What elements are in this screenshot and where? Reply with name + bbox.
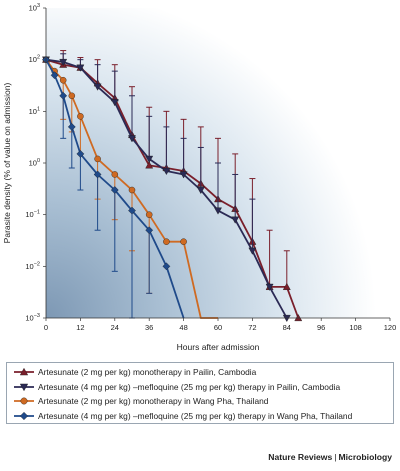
data-point bbox=[128, 186, 136, 194]
data-point bbox=[93, 83, 102, 91]
legend-marker bbox=[19, 368, 29, 376]
data-point bbox=[265, 283, 274, 291]
x-tick-label: 60 bbox=[214, 323, 222, 332]
publisher-name: Nature Reviews bbox=[268, 452, 333, 462]
y-axis-ticks: 103 102 101 100 10−1 10−2 10−3 bbox=[25, 3, 46, 323]
source-separator: | bbox=[334, 452, 337, 462]
data-point bbox=[59, 91, 68, 100]
y-tick-label: 102 bbox=[29, 55, 40, 65]
series-2 bbox=[42, 53, 291, 323]
chart: Parasite density (% of value on admissio… bbox=[2, 3, 396, 352]
y-tick-label: 10−3 bbox=[25, 313, 40, 323]
data-point bbox=[67, 123, 76, 131]
y-tick-label: 10−2 bbox=[25, 261, 40, 271]
series-line bbox=[45, 58, 300, 319]
y-tick-label: 101 bbox=[29, 106, 40, 116]
y-tick-label: 103 bbox=[29, 3, 40, 13]
legend-swatch bbox=[14, 397, 34, 405]
data-point bbox=[128, 135, 136, 143]
data-point bbox=[94, 155, 101, 163]
legend-swatch bbox=[14, 383, 34, 391]
x-tick-label: 0 bbox=[44, 323, 48, 332]
x-tick-label: 120 bbox=[384, 323, 397, 332]
y-tick-label: 10−1 bbox=[25, 210, 40, 220]
data-point bbox=[77, 113, 84, 120]
data-point bbox=[163, 238, 170, 245]
legend-swatch bbox=[14, 411, 34, 420]
data-point bbox=[128, 206, 136, 215]
y-tick-label: 100 bbox=[29, 158, 40, 168]
series-layer bbox=[42, 50, 303, 323]
x-tick-label: 24 bbox=[111, 323, 119, 332]
data-point bbox=[231, 216, 240, 224]
data-point bbox=[180, 238, 187, 245]
legend-marker bbox=[19, 411, 29, 420]
series-4 bbox=[42, 55, 185, 319]
x-tick-label: 96 bbox=[317, 323, 325, 332]
journal-name: Microbiology bbox=[338, 452, 392, 462]
legend-label: Artesunate (2 mg per kg) monotherapy in … bbox=[38, 396, 269, 407]
data-point bbox=[76, 64, 85, 72]
x-tick-label: 48 bbox=[179, 323, 187, 332]
data-point bbox=[145, 226, 154, 235]
data-point bbox=[162, 167, 171, 176]
data-point bbox=[110, 186, 119, 194]
source-credit: Nature Reviews | Microbiology bbox=[268, 452, 392, 462]
data-point bbox=[76, 150, 85, 158]
legend-label: Artesunate (4 mg per kg) –mefloquine (25… bbox=[38, 410, 353, 421]
x-tick-label: 108 bbox=[349, 323, 362, 332]
legend-marker bbox=[19, 383, 29, 391]
legend-item: Artesunate (4 mg per kg) –mefloquine (25… bbox=[13, 380, 387, 395]
data-point bbox=[59, 76, 67, 84]
x-axis-ticks: 0 12 24 36 48 60 72 84 96 108 120 bbox=[44, 318, 396, 332]
y-axis-title: Parasite density (% of value on admissio… bbox=[2, 83, 12, 244]
x-tick-label: 72 bbox=[248, 323, 256, 332]
legend-swatch bbox=[14, 368, 34, 376]
legend-label: Artesunate (4 mg per kg) –mefloquine (25… bbox=[38, 381, 341, 392]
legend-item: Artesunate (2 mg per kg) monotherapy in … bbox=[13, 365, 387, 380]
data-point bbox=[282, 282, 291, 290]
legend-marker bbox=[20, 397, 28, 405]
data-point bbox=[179, 171, 188, 179]
data-point bbox=[68, 92, 76, 100]
x-tick-label: 36 bbox=[145, 323, 153, 332]
y-axis-title-text: Parasite density (% of value on admissio… bbox=[2, 83, 12, 244]
x-tick-label: 84 bbox=[283, 323, 291, 332]
data-point bbox=[145, 211, 153, 218]
legend-label: Artesunate (2 mg per kg) monotherapy in … bbox=[38, 367, 257, 378]
legend-item: Artesunate (2 mg per kg) monotherapy in … bbox=[13, 394, 387, 409]
data-point bbox=[93, 170, 102, 179]
data-point bbox=[59, 58, 68, 67]
data-point bbox=[111, 171, 119, 178]
data-point bbox=[145, 155, 154, 163]
x-axis-title: Hours after admission bbox=[177, 342, 260, 352]
data-point bbox=[110, 99, 119, 107]
x-tick-label: 12 bbox=[76, 323, 84, 332]
data-point bbox=[248, 247, 257, 255]
legend-item: Artesunate (4 mg per kg) –mefloquine (25… bbox=[13, 409, 387, 424]
data-point bbox=[214, 207, 222, 215]
data-point bbox=[50, 71, 59, 80]
data-point bbox=[162, 262, 171, 271]
data-point bbox=[145, 161, 154, 169]
data-point bbox=[196, 186, 205, 195]
legend: Artesunate (2 mg per kg) monotherapy in … bbox=[6, 362, 394, 424]
